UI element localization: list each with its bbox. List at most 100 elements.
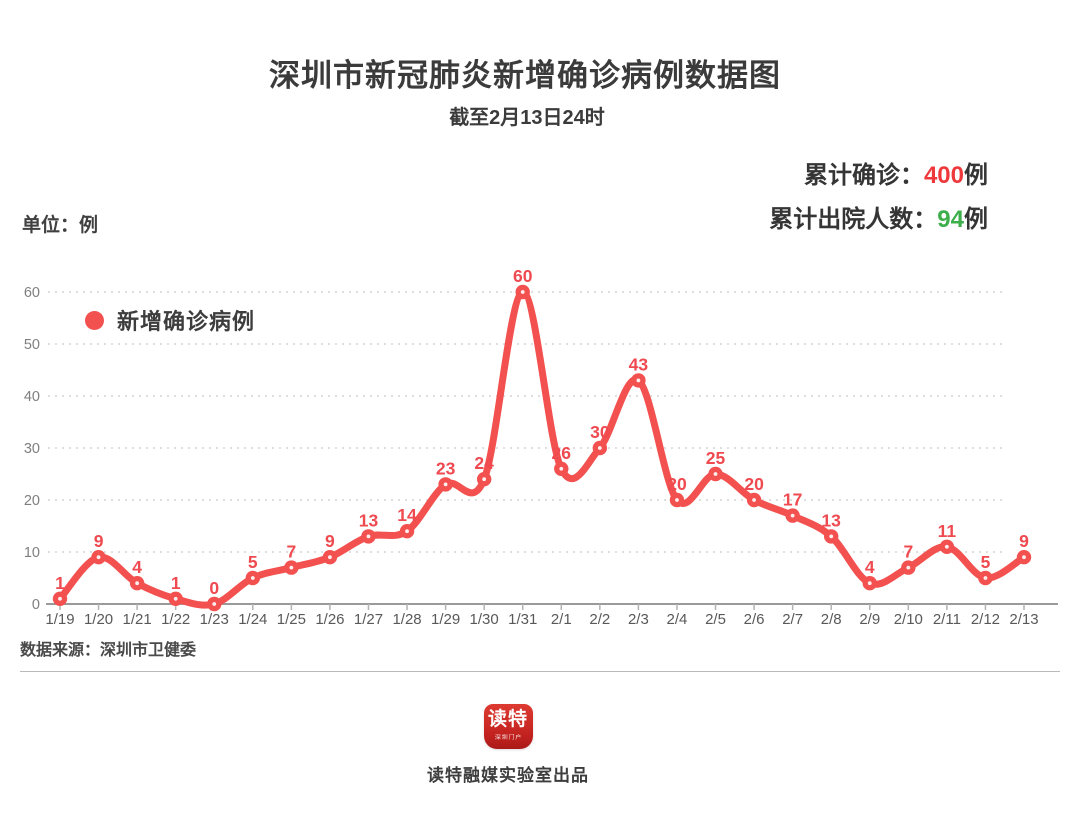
y-axis-tick-label: 0 xyxy=(32,597,40,613)
x-axis-tick-label: 2/2 xyxy=(589,611,610,628)
x-axis-tick-label: 2/10 xyxy=(894,611,923,628)
stat-discharged-value: 94 xyxy=(937,206,964,233)
x-axis-tick-label: 2/3 xyxy=(628,611,649,628)
footer: 读特 深圳门户 读特融媒实验室出品 xyxy=(383,704,633,786)
data-point-label: 30 xyxy=(590,422,610,442)
data-point-label: 9 xyxy=(94,531,104,551)
data-point-label: 60 xyxy=(513,266,533,286)
data-point-label: 5 xyxy=(248,552,258,572)
data-point-center xyxy=(675,498,679,502)
data-point-center xyxy=(520,290,525,294)
y-axis-tick-label: 10 xyxy=(24,545,40,561)
data-point-label: 1 xyxy=(55,573,65,593)
data-point-label: 43 xyxy=(629,354,649,374)
x-axis-tick-label: 2/9 xyxy=(859,611,880,628)
legend-dot-icon xyxy=(85,310,104,330)
x-axis-tick-label: 2/12 xyxy=(971,611,1000,628)
stat-confirmed-unit: 例 xyxy=(964,162,988,189)
footer-divider xyxy=(20,671,1060,672)
x-axis-tick-label: 1/22 xyxy=(161,611,190,628)
x-axis-tick-label: 2/6 xyxy=(744,611,765,628)
y-axis-tick-label: 50 xyxy=(24,337,40,353)
x-axis-tick-label: 1/24 xyxy=(238,611,267,628)
data-point-label: 13 xyxy=(359,510,379,530)
y-axis-tick-label: 20 xyxy=(24,493,40,509)
data-point-label: 26 xyxy=(552,443,572,463)
data-point-center xyxy=(482,477,487,482)
data-point-center xyxy=(867,581,872,586)
stat-discharged: 累计出院人数：94例 xyxy=(769,198,988,242)
data-point-label: 20 xyxy=(744,474,764,494)
x-axis-tick-label: 2/1 xyxy=(551,611,572,628)
y-axis-tick-label: 60 xyxy=(24,285,40,301)
data-point-center xyxy=(752,498,756,502)
data-point-label: 4 xyxy=(865,557,875,577)
x-axis-tick-label: 1/31 xyxy=(508,611,537,628)
data-point-label: 14 xyxy=(397,505,417,525)
data-point-label: 0 xyxy=(209,578,219,598)
data-point-label: 20 xyxy=(667,474,687,494)
x-axis-tick-label: 1/19 xyxy=(45,611,74,628)
data-point-label: 17 xyxy=(783,490,802,510)
data-point-label: 7 xyxy=(286,542,296,562)
logo-subtext: 深圳门户 xyxy=(494,734,522,741)
data-point-center xyxy=(983,576,988,580)
chart-legend: 新增确诊病例 xyxy=(85,304,255,336)
dute-app-logo-icon: 读特 深圳门户 xyxy=(483,704,533,749)
data-point-center xyxy=(212,602,217,606)
page-title: 深圳市新冠肺炎新增确诊病例数据图 xyxy=(269,58,781,93)
stat-confirmed-label: 累计确诊： xyxy=(803,162,924,189)
x-axis-tick-label: 1/27 xyxy=(354,611,383,628)
x-axis-tick-label: 1/23 xyxy=(200,611,229,628)
logo-text: 读特 xyxy=(487,709,528,730)
x-axis-tick-label: 1/30 xyxy=(470,611,499,628)
data-point-label: 5 xyxy=(981,552,991,572)
stat-discharged-label: 累计出院人数： xyxy=(769,206,938,233)
x-axis-tick-label: 2/8 xyxy=(821,611,842,628)
cumulative-stats: 累计确诊：400例 累计出院人数：94例 xyxy=(769,154,988,242)
page-subtitle: 截至2月13日24时 xyxy=(449,107,605,129)
data-point-center xyxy=(636,378,641,383)
data-point-label: 25 xyxy=(706,448,726,468)
data-point-center xyxy=(96,555,101,560)
data-point-label: 1 xyxy=(171,573,181,593)
data-point-center xyxy=(906,565,911,570)
data-point-center xyxy=(944,544,949,549)
x-axis-tick-label: 2/4 xyxy=(667,611,688,628)
credit-line: 读特融媒实验室出品 xyxy=(427,766,589,785)
data-point-label: 4 xyxy=(132,557,142,577)
data-point-center xyxy=(366,534,371,539)
data-source-note: 数据来源：深圳市卫健委 xyxy=(20,642,197,659)
data-point-center xyxy=(250,576,255,580)
data-point-label: 11 xyxy=(938,521,957,541)
data-point-center xyxy=(58,596,62,601)
data-point-label: 7 xyxy=(903,542,913,562)
stat-confirmed-value: 400 xyxy=(923,162,964,189)
data-point-center xyxy=(713,472,718,476)
data-point-center xyxy=(790,513,795,518)
x-axis-tick-label: 1/28 xyxy=(392,611,421,628)
data-point-center xyxy=(173,596,178,601)
series-line xyxy=(56,288,1028,609)
data-point-center xyxy=(443,482,448,487)
x-axis-tick-label: 1/25 xyxy=(277,611,306,628)
x-axis-tick-label: 2/11 xyxy=(933,611,961,628)
data-point-center xyxy=(289,565,294,570)
data-point-label: 9 xyxy=(1019,531,1029,551)
x-axis-tick-label: 1/26 xyxy=(315,611,344,628)
data-point-label: 9 xyxy=(325,531,335,551)
data-point-center xyxy=(328,555,332,560)
x-axis-tick-label: 1/21 xyxy=(123,611,152,628)
y-axis-tick-label: 30 xyxy=(24,441,40,457)
x-axis-tick-label: 2/5 xyxy=(705,611,726,628)
legend-label: 新增确诊病例 xyxy=(117,309,256,334)
stat-discharged-unit: 例 xyxy=(964,206,988,233)
data-point-center xyxy=(1022,555,1026,560)
data-point-center xyxy=(405,529,409,534)
data-point-center xyxy=(597,446,602,450)
x-axis-tick-label: 1/20 xyxy=(84,611,113,628)
data-point-center xyxy=(829,534,834,539)
data-point-center xyxy=(135,581,140,586)
data-point-label: 23 xyxy=(436,458,456,478)
